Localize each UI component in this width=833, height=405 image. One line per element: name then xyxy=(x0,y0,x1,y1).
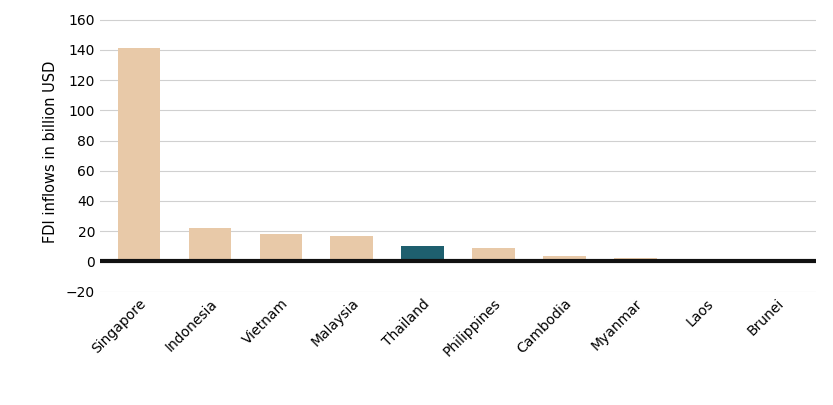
Bar xyxy=(472,248,515,261)
Y-axis label: FDI inflows in billion USD: FDI inflows in billion USD xyxy=(42,61,57,243)
Bar xyxy=(614,258,656,261)
Bar xyxy=(402,246,444,261)
Bar xyxy=(543,256,586,261)
Bar xyxy=(260,234,302,261)
Bar xyxy=(188,228,232,261)
Bar xyxy=(331,236,373,261)
Bar xyxy=(117,49,160,261)
